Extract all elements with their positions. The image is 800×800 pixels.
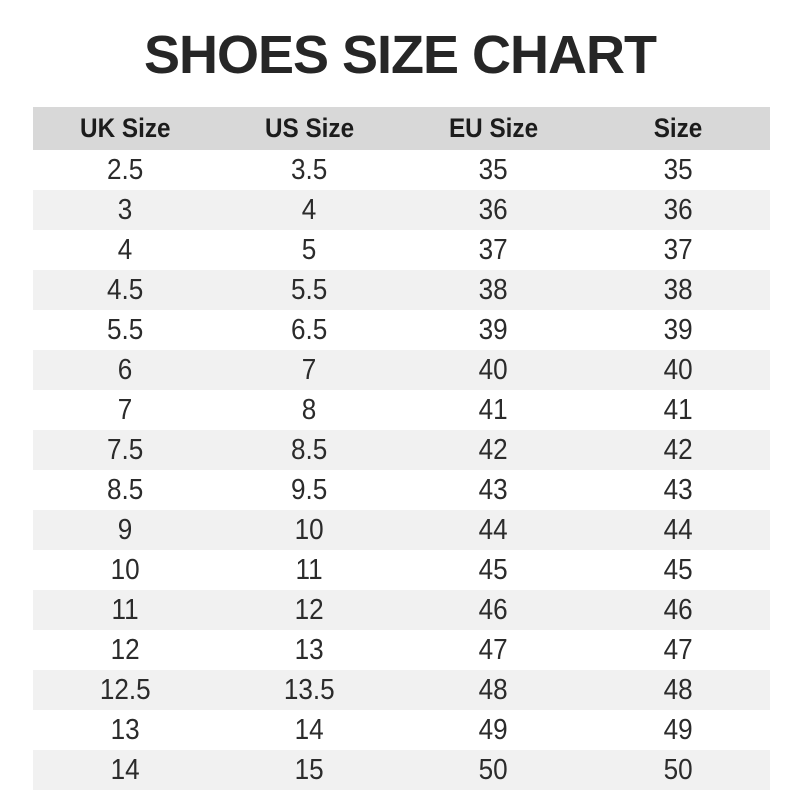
table-cell: 4 bbox=[302, 193, 317, 226]
size-table: UK Size US Size EU Size Size 2.5 3.5 35 35 3 4 36… bbox=[33, 107, 770, 790]
table-cell: 7.5 bbox=[106, 433, 144, 466]
table-cell: 46 bbox=[663, 593, 693, 626]
table-row: 6 7 40 40 bbox=[33, 350, 770, 390]
table-cell: 50 bbox=[479, 753, 509, 786]
table-cell: 38 bbox=[663, 273, 693, 306]
table-cell: 12 bbox=[110, 633, 140, 666]
table-cell: 11 bbox=[295, 553, 323, 586]
table-cell: 12 bbox=[294, 593, 324, 626]
table-cell: 14 bbox=[294, 713, 324, 746]
table-cell: 3 bbox=[117, 193, 133, 226]
table-cell: 5 bbox=[302, 233, 317, 266]
table-row: 4 5 37 37 bbox=[33, 230, 770, 270]
column-header-us-size: US Size bbox=[264, 113, 354, 143]
table-cell: 5.5 bbox=[106, 313, 144, 346]
table-body: 2.5 3.5 35 35 3 4 36 36 4 5 37 37 4.5 5.5 38 38 5.5 6.5 39… bbox=[33, 150, 770, 790]
table-cell: 40 bbox=[479, 353, 509, 386]
table-row: 12 13 47 47 bbox=[33, 630, 770, 670]
table-cell: 13.5 bbox=[283, 673, 335, 706]
table-cell: 7 bbox=[117, 393, 133, 426]
table-cell: 36 bbox=[663, 193, 693, 226]
table-cell: 4.5 bbox=[106, 273, 144, 306]
table-cell: 46 bbox=[479, 593, 509, 626]
table-row: 11 12 46 46 bbox=[33, 590, 770, 630]
table-cell: 3.5 bbox=[291, 153, 328, 186]
table-row: 14 15 50 50 bbox=[33, 750, 770, 790]
table-cell: 4 bbox=[117, 233, 133, 266]
table-row: 2.5 3.5 35 35 bbox=[33, 150, 770, 190]
table-row: 3 4 36 36 bbox=[33, 190, 770, 230]
table-cell: 47 bbox=[479, 633, 509, 666]
table-cell: 13 bbox=[110, 713, 140, 746]
table-cell: 2.5 bbox=[106, 153, 144, 186]
table-cell: 41 bbox=[479, 393, 509, 426]
table-cell: 49 bbox=[663, 713, 693, 746]
table-cell: 42 bbox=[479, 433, 509, 466]
page-title: SHOES SIZE CHART bbox=[143, 25, 657, 85]
table-cell: 9 bbox=[117, 513, 133, 546]
table-cell: 6.5 bbox=[291, 313, 328, 346]
table-cell: 12.5 bbox=[99, 673, 151, 706]
table-cell: 48 bbox=[663, 673, 693, 706]
table-cell: 35 bbox=[663, 153, 693, 186]
table-header-row: UK Size US Size EU Size Size bbox=[33, 107, 770, 150]
table-cell: 38 bbox=[479, 273, 509, 306]
table-cell: 8.5 bbox=[106, 473, 144, 506]
table-cell: 48 bbox=[479, 673, 509, 706]
table-row: 10 11 45 45 bbox=[33, 550, 770, 590]
table-cell: 35 bbox=[479, 153, 509, 186]
table-cell: 37 bbox=[663, 233, 693, 266]
column-header-eu-size: EU Size bbox=[449, 113, 539, 143]
table-row: 5.5 6.5 39 39 bbox=[33, 310, 770, 350]
table-row: 8.5 9.5 43 43 bbox=[33, 470, 770, 510]
table-cell: 36 bbox=[479, 193, 509, 226]
table-cell: 8.5 bbox=[291, 433, 328, 466]
table-cell: 43 bbox=[663, 473, 693, 506]
table-cell: 40 bbox=[663, 353, 693, 386]
table-cell: 43 bbox=[479, 473, 509, 506]
table-cell: 10 bbox=[110, 553, 140, 586]
table-cell: 6 bbox=[117, 353, 133, 386]
table-cell: 8 bbox=[302, 393, 317, 426]
table-cell: 39 bbox=[663, 313, 693, 346]
table-cell: 7 bbox=[302, 353, 317, 386]
table-cell: 15 bbox=[294, 753, 324, 786]
table-cell: 44 bbox=[479, 513, 509, 546]
table-cell: 9.5 bbox=[291, 473, 328, 506]
table-cell: 11 bbox=[111, 593, 139, 626]
table-cell: 37 bbox=[479, 233, 509, 266]
table-cell: 45 bbox=[663, 553, 693, 586]
table-row: 9 10 44 44 bbox=[33, 510, 770, 550]
column-header-size: Size bbox=[653, 113, 703, 143]
table-cell: 39 bbox=[479, 313, 509, 346]
table-cell: 45 bbox=[479, 553, 509, 586]
table-row: 12.5 13.5 48 48 bbox=[33, 670, 770, 710]
table-cell: 44 bbox=[663, 513, 693, 546]
table-cell: 14 bbox=[110, 753, 140, 786]
table-cell: 50 bbox=[663, 753, 693, 786]
table-cell: 10 bbox=[294, 513, 324, 546]
table-row: 13 14 49 49 bbox=[33, 710, 770, 750]
table-cell: 47 bbox=[663, 633, 693, 666]
table-row: 7.5 8.5 42 42 bbox=[33, 430, 770, 470]
column-header-uk-size: UK Size bbox=[79, 113, 171, 143]
table-cell: 13 bbox=[294, 633, 324, 666]
table-cell: 5.5 bbox=[291, 273, 328, 306]
table-cell: 49 bbox=[479, 713, 509, 746]
table-cell: 41 bbox=[663, 393, 693, 426]
table-row: 7 8 41 41 bbox=[33, 390, 770, 430]
table-row: 4.5 5.5 38 38 bbox=[33, 270, 770, 310]
table-cell: 42 bbox=[663, 433, 693, 466]
